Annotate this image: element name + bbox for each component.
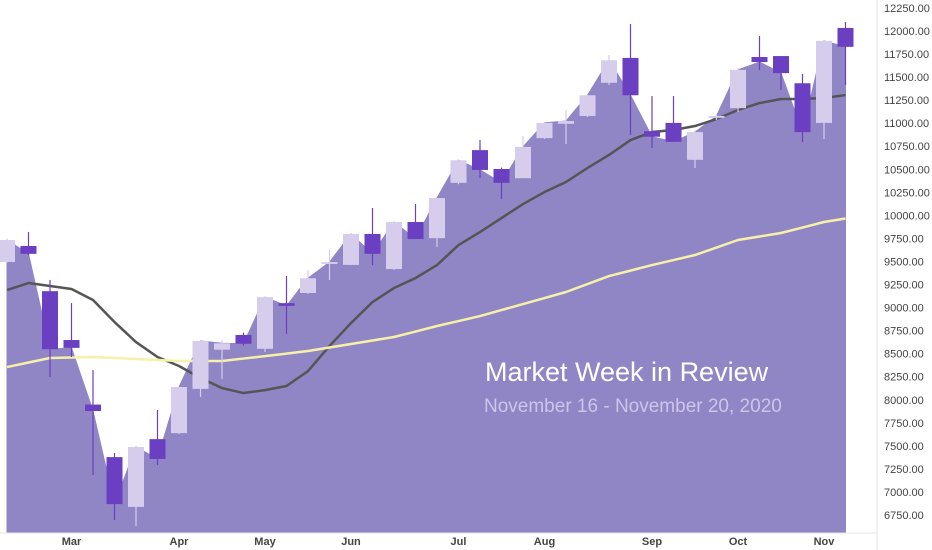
candle-body: [128, 446, 144, 507]
ma-layer: [6, 93, 846, 395]
axis-layer: 6750.00 7000.00 7250.00 7500.00 7750.00 8000.…: [62, 3, 930, 548]
candle-body: [493, 169, 510, 183]
y-tick-label: 10750.00: [884, 141, 930, 153]
candle-body: [665, 122, 682, 142]
y-tick-label: 11000.00: [884, 118, 929, 130]
chart-subtitle: November 16 - November 20, 2020: [484, 396, 782, 417]
candle-body: [450, 160, 467, 183]
candle-body: [407, 222, 424, 240]
candle-body: [622, 57, 639, 96]
candle-body: [644, 131, 660, 137]
x-tick-label: Aug: [534, 536, 555, 548]
candle-body: [20, 245, 37, 254]
y-tick-label: 6750.00: [884, 510, 924, 522]
y-tick-label: 10500.00: [884, 164, 930, 176]
x-tick-label: Mar: [62, 536, 82, 548]
candle-body: [730, 69, 746, 109]
moving-average-line: [6, 93, 846, 395]
x-tick-label: May: [254, 536, 276, 548]
y-tick-label: 8750.00: [884, 326, 924, 338]
y-tick-label: 7250.00: [884, 464, 924, 476]
y-tick-label: 11500.00: [884, 72, 929, 84]
candle-body: [42, 291, 58, 350]
y-tick-label: 9500.00: [884, 256, 924, 268]
y-tick-label: 11750.00: [884, 49, 929, 61]
candle-body: [687, 132, 703, 160]
candle-body: [536, 122, 553, 139]
candle-body: [364, 234, 381, 254]
y-tick-label: 7500.00: [884, 441, 924, 453]
y-tick-label: 8500.00: [884, 349, 924, 361]
x-tick-label: Nov: [814, 536, 836, 548]
candle-body: [773, 56, 789, 74]
candle-body: [192, 340, 209, 389]
y-tick-label: 9750.00: [884, 233, 924, 245]
candle-body: [429, 198, 445, 239]
y-tick-label: 8250.00: [884, 372, 924, 384]
candle-body: [257, 297, 273, 349]
moving-average-line: [6, 217, 846, 369]
candle-body: [515, 146, 531, 179]
candle-body: [579, 95, 596, 116]
y-tick-label: 12250.00: [884, 3, 930, 15]
candle-body: [85, 404, 101, 412]
y-tick-label: 10000.00: [884, 210, 930, 222]
y-tick-label: 10250.00: [884, 187, 930, 199]
candle-body: [63, 340, 80, 348]
x-tick-label: Sep: [642, 536, 662, 548]
y-tick-label: 9000.00: [884, 303, 924, 315]
candle-body: [149, 439, 166, 459]
x-tick-label: Oct: [729, 536, 748, 548]
candle-body: [816, 40, 832, 123]
candle-body: [321, 262, 338, 264]
candle-body: [472, 150, 488, 170]
x-tick-label: Jun: [341, 536, 361, 548]
candle-body: [235, 334, 252, 344]
candle-body: [794, 83, 811, 133]
candle-body: [278, 303, 295, 306]
candle-body: [343, 234, 359, 265]
y-tick-label: 7000.00: [884, 487, 924, 499]
candle-layer: [0, 22, 854, 526]
x-tick-label: Apr: [170, 536, 190, 548]
candle-body: [171, 387, 187, 434]
chart-title: Market Week in Review: [485, 357, 769, 387]
candle-body: [837, 27, 854, 47]
candle-body: [106, 457, 123, 505]
y-tick-label: 7750.00: [884, 418, 924, 430]
y-tick-label: 12000.00: [884, 26, 930, 38]
x-tick-label: Jul: [451, 536, 467, 548]
candle-body: [386, 222, 402, 270]
candle-body: [214, 343, 230, 350]
candle-body: [558, 121, 574, 124]
candle-body: [601, 60, 617, 83]
y-tick-label: 9250.00: [884, 280, 924, 292]
candle-body: [751, 56, 768, 63]
y-tick-label: 11250.00: [884, 95, 929, 107]
y-tick-label: 8000.00: [884, 395, 924, 407]
candle-body: [0, 239, 15, 263]
candle-body: [300, 278, 316, 294]
candle-body: [708, 115, 725, 118]
